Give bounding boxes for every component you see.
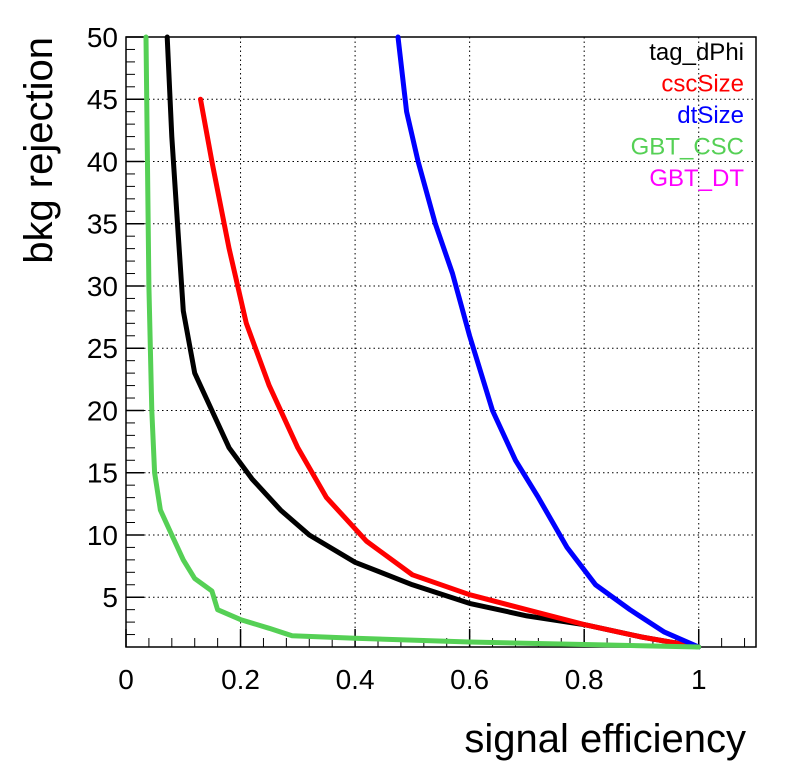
legend-entry-tag-dphi: tag_dPhi <box>649 39 744 66</box>
legend: tag_dPhi cscSize dtSize GBT_CSC GBT_DT <box>631 39 745 192</box>
legend-entry-cscsize: cscSize <box>661 71 744 98</box>
y-tick-label: 10 <box>87 520 118 551</box>
plot-frame <box>125 36 757 648</box>
series-line-tag-dphi <box>164 34 702 650</box>
y-tick-label: 20 <box>87 395 118 426</box>
x-tick-label: 0.4 <box>336 664 375 695</box>
y-tick-label: 25 <box>87 333 118 364</box>
axis-ticks <box>125 36 746 647</box>
y-tick-label: 35 <box>87 209 118 240</box>
legend-entry-dtsize: dtSize <box>677 102 744 129</box>
x-tick-label: 0.6 <box>450 664 489 695</box>
x-tick-label: 0.2 <box>221 664 260 695</box>
y-tick-label: 30 <box>87 271 118 302</box>
y-tick-label: 50 <box>87 22 118 53</box>
legend-entry-gbt-dt: GBT_DT <box>649 165 744 192</box>
series-line-dtsize <box>395 34 702 650</box>
y-tick-label: 40 <box>87 146 118 177</box>
series-line-gbt-csc <box>143 34 702 650</box>
grid-lines <box>126 37 756 647</box>
y-axis-title: bkg rejection <box>17 37 61 264</box>
x-tick-label: 0 <box>118 664 134 695</box>
series-line-cscsize <box>198 96 702 650</box>
x-axis-title: signal efficiency <box>464 717 746 761</box>
y-tick-label: 15 <box>87 458 118 489</box>
legend-entry-gbt-csc: GBT_CSC <box>631 134 744 161</box>
series-layer <box>143 34 702 650</box>
x-tick-label: 0.8 <box>565 664 604 695</box>
x-tick-label: 1 <box>691 664 707 695</box>
y-tick-label: 5 <box>102 582 118 613</box>
y-tick-label: 45 <box>87 84 118 115</box>
